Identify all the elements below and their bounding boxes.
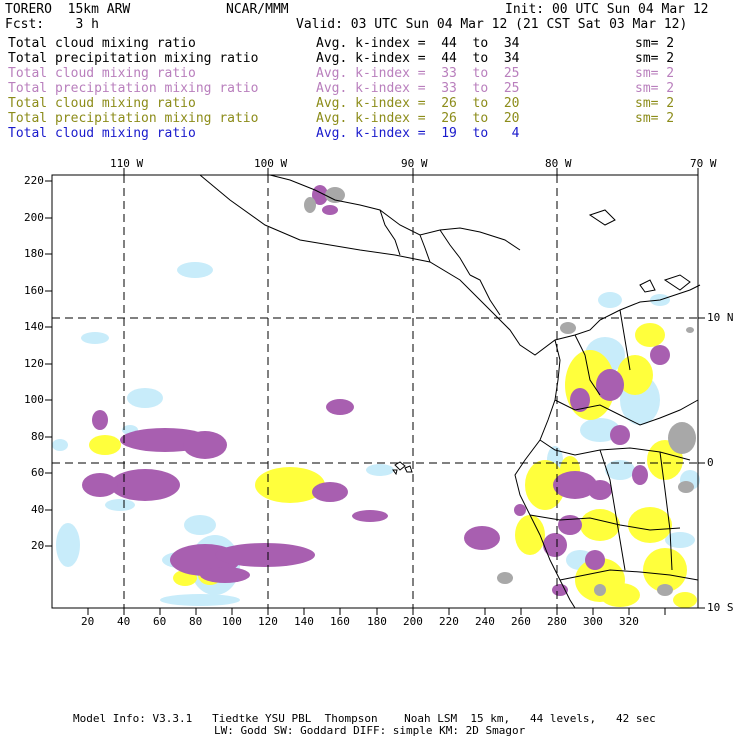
y-tick-label: 20 bbox=[31, 539, 45, 552]
precipitation-fields bbox=[52, 185, 700, 608]
model-info: Model Info: V3.3.1 Tiedtke YSU PBL Thomp… bbox=[73, 712, 656, 725]
legend-kindex: Avg. k-index = 26 to 20 bbox=[316, 96, 520, 111]
forecast-hour: Fcst: 3 h bbox=[5, 17, 99, 32]
legend-sm: sm= 2 bbox=[635, 81, 675, 96]
model-title: TORERO 15km ARW bbox=[5, 2, 131, 17]
y-tick-label: 40 bbox=[31, 503, 45, 516]
x-tick-label: 300 bbox=[583, 615, 603, 628]
legend-label: Total precipitation mixing ratio bbox=[8, 51, 259, 66]
legend-kindex: Avg. k-index = 33 to 25 bbox=[316, 66, 520, 81]
legend-label: Total cloud mixing ratio bbox=[8, 36, 196, 51]
x-tick-label: 60 bbox=[153, 615, 167, 628]
x-tick-label: 280 bbox=[547, 615, 567, 628]
legend-kindex: Avg. k-index = 44 to 34 bbox=[316, 51, 520, 66]
legend-kindex: Avg. k-index = 44 to 34 bbox=[316, 36, 520, 51]
x-tick-label: 100 bbox=[222, 615, 242, 628]
legend-sm: sm= 2 bbox=[635, 36, 675, 51]
y-tick-label: 120 bbox=[24, 357, 44, 370]
x-tick-label: 240 bbox=[475, 615, 495, 628]
x-tick-label: 160 bbox=[330, 615, 350, 628]
y-tick-label: 80 bbox=[31, 430, 45, 443]
lon-label: 80 W bbox=[545, 157, 572, 170]
legend-label: Total precipitation mixing ratio bbox=[8, 111, 259, 126]
x-tick-label: 180 bbox=[367, 615, 387, 628]
legend-sm: sm= 2 bbox=[635, 96, 675, 111]
physics-info: LW: Godd SW: Goddard DIFF: simple KM: 2D… bbox=[214, 724, 526, 737]
x-tick-label: 200 bbox=[403, 615, 423, 628]
x-tick-label: 320 bbox=[619, 615, 639, 628]
purple-field bbox=[82, 185, 670, 596]
y-tick-label: 180 bbox=[24, 247, 44, 260]
lon-label: 90 W bbox=[401, 157, 428, 170]
legend-kindex: Avg. k-index = 26 to 20 bbox=[316, 111, 520, 126]
y-tick-label: 140 bbox=[24, 320, 44, 333]
y-tick-label: 100 bbox=[24, 393, 44, 406]
x-tick-label: 260 bbox=[511, 615, 531, 628]
legend-kindex: Avg. k-index = 33 to 25 bbox=[316, 81, 520, 96]
legend-label: Total precipitation mixing ratio bbox=[8, 81, 259, 96]
y-tick-label: 220 bbox=[24, 174, 44, 187]
yellow-field bbox=[89, 323, 697, 608]
x-tick-label: 80 bbox=[189, 615, 203, 628]
legend-label: Total cloud mixing ratio bbox=[8, 96, 196, 111]
legend-sm: sm= 2 bbox=[635, 111, 675, 126]
legend-label: Total cloud mixing ratio bbox=[8, 66, 196, 81]
init-time: Init: 00 UTC Sun 04 Mar 12 bbox=[505, 2, 709, 17]
y-tick-label: 160 bbox=[24, 284, 44, 297]
lat-label: 10 N bbox=[707, 311, 734, 324]
lat-lon-grid bbox=[52, 175, 698, 608]
organization: NCAR/MMM bbox=[226, 2, 289, 17]
lon-label: 70 W bbox=[690, 157, 717, 170]
valid-time: Valid: 03 UTC Sun 04 Mar 12 (21 CST Sat … bbox=[296, 17, 688, 32]
axis-ticks bbox=[45, 168, 705, 615]
legend-sm: sm= 2 bbox=[635, 51, 675, 66]
x-tick-label: 220 bbox=[439, 615, 459, 628]
coastlines bbox=[199, 174, 701, 609]
map-frame bbox=[51, 174, 699, 609]
gray-field bbox=[304, 187, 696, 596]
x-tick-label: 140 bbox=[294, 615, 314, 628]
lon-label: 110 W bbox=[110, 157, 144, 170]
legend-sm: sm= 2 bbox=[635, 66, 675, 81]
x-tick-label: 20 bbox=[81, 615, 95, 628]
legend-kindex: Avg. k-index = 19 to 4 bbox=[316, 126, 520, 141]
x-tick-label: 120 bbox=[258, 615, 278, 628]
y-tick-label: 60 bbox=[31, 466, 45, 479]
legend-label: Total cloud mixing ratio bbox=[8, 126, 196, 141]
y-tick-label: 200 bbox=[24, 211, 44, 224]
lat-label: 0 bbox=[707, 456, 714, 469]
lat-label: 10 S bbox=[707, 601, 734, 614]
lon-label: 100 W bbox=[254, 157, 288, 170]
x-tick-label: 40 bbox=[117, 615, 131, 628]
